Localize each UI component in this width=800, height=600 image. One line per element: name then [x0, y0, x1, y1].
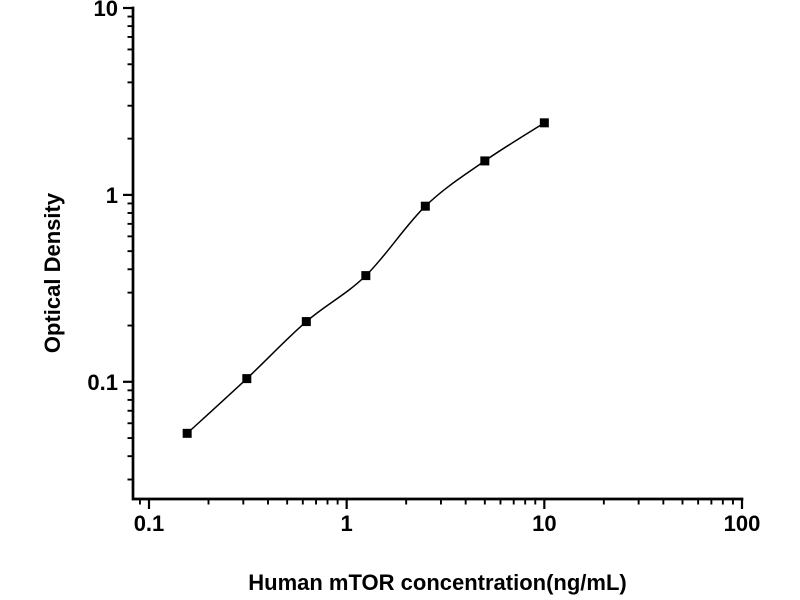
x-tick-label-0.1: 0.1: [134, 511, 165, 536]
data-point-marker: [301, 317, 311, 327]
y-tick-label-0.1: 0.1: [87, 370, 118, 395]
x-tick-label-1: 1: [341, 511, 353, 536]
x-tick-label-100: 100: [724, 511, 761, 536]
data-point-marker: [182, 428, 192, 438]
y-tick-label-10: 10: [94, 0, 118, 21]
data-point-marker: [242, 374, 252, 384]
data-point-marker: [361, 271, 371, 281]
axes-spines: [131, 6, 744, 501]
x-axis-title: Human mTOR concentration(ng/mL): [248, 570, 627, 595]
x-tick-label-10: 10: [532, 511, 556, 536]
data-point-marker: [539, 118, 549, 128]
y-tick-label-1: 1: [106, 183, 118, 208]
data-point-marker: [420, 201, 430, 211]
data-point-marker: [480, 156, 490, 166]
y-axis-title: Optical Density: [40, 192, 65, 354]
